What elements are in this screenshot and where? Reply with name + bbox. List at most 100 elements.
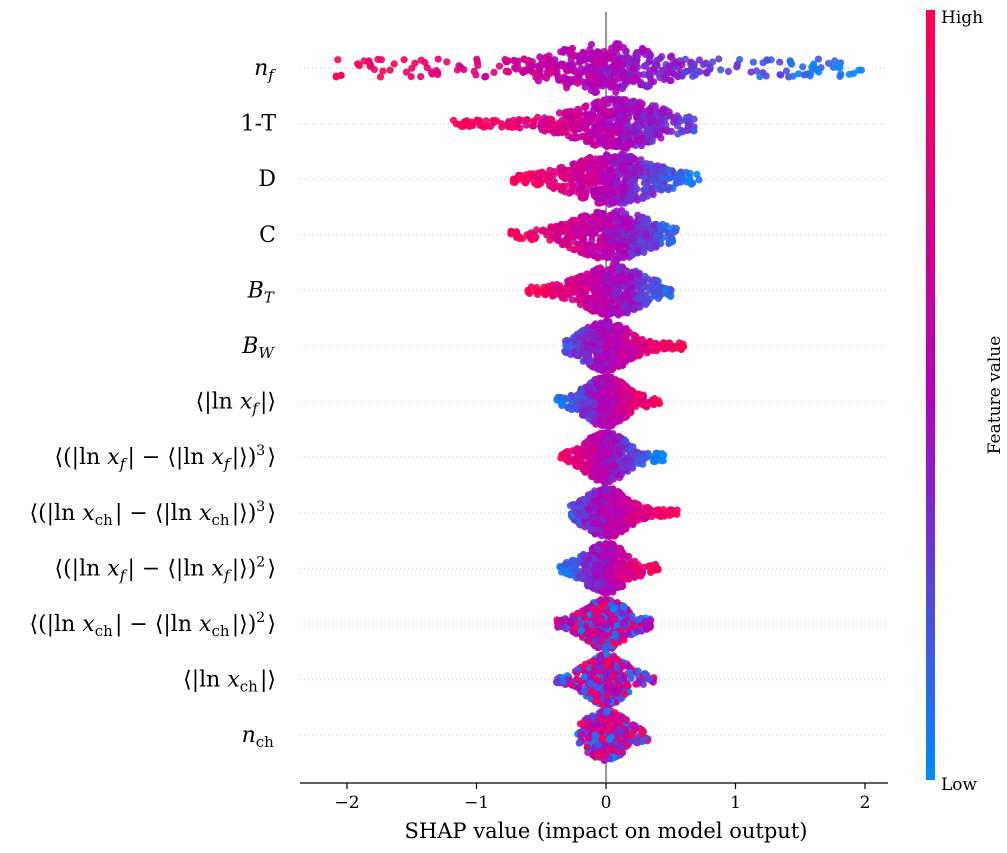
shap-point xyxy=(598,170,607,178)
shap-point xyxy=(547,67,555,75)
shap-point xyxy=(482,72,490,80)
shap-point xyxy=(576,498,584,507)
shap-point xyxy=(615,246,623,254)
shap-point xyxy=(608,44,616,52)
shap-point xyxy=(665,62,674,70)
shap-point xyxy=(568,188,576,196)
shap-point xyxy=(615,407,623,415)
shap-point xyxy=(578,223,586,231)
shap-point xyxy=(646,82,654,90)
shap-point xyxy=(596,155,604,163)
shap-point xyxy=(625,70,633,78)
shap-point xyxy=(682,168,690,176)
swarm-4 xyxy=(507,207,681,264)
shap-point xyxy=(610,241,618,249)
shap-point xyxy=(699,61,707,69)
shap-point xyxy=(580,231,588,239)
shap-point xyxy=(666,507,675,516)
shap-point xyxy=(589,106,598,114)
shap-point xyxy=(570,283,578,291)
shap-point xyxy=(582,250,591,258)
shap-point xyxy=(776,71,784,79)
swarm-10 xyxy=(556,540,662,598)
shap-point xyxy=(534,174,542,182)
shap-point xyxy=(582,123,590,131)
shap-point xyxy=(548,116,556,124)
shap-point xyxy=(612,88,620,96)
shap-point xyxy=(600,163,608,171)
shap-point xyxy=(782,67,791,75)
shap-point xyxy=(520,56,529,64)
shap-point xyxy=(664,183,672,191)
shap-point xyxy=(693,67,701,75)
shap-point xyxy=(617,153,625,161)
shap-point xyxy=(593,380,601,388)
shap-point xyxy=(618,64,626,72)
shap-point xyxy=(540,170,548,178)
shap-point xyxy=(674,73,682,81)
shap-point xyxy=(678,61,686,69)
shap-point xyxy=(649,191,657,199)
shap-point xyxy=(591,490,599,498)
shap-point xyxy=(667,127,676,135)
shap-point xyxy=(613,385,622,394)
shap-point xyxy=(337,71,345,79)
shap-point xyxy=(569,160,577,168)
shap-point xyxy=(678,126,686,134)
shap-point xyxy=(594,195,603,203)
shap-point xyxy=(660,126,668,134)
shap-point xyxy=(788,60,796,68)
shap-point xyxy=(472,71,480,79)
shap-point xyxy=(634,391,643,399)
shap-point xyxy=(609,523,617,532)
shap-point xyxy=(593,526,601,534)
shap-point xyxy=(606,167,614,175)
shap-point xyxy=(613,69,622,77)
shap-point xyxy=(517,171,525,180)
shap-point xyxy=(614,137,623,145)
shap-point xyxy=(596,406,604,414)
shap-point xyxy=(571,113,579,121)
shap-point xyxy=(583,384,592,392)
shap-point xyxy=(643,167,651,175)
shap-point xyxy=(579,407,587,415)
shap-point xyxy=(584,454,592,462)
shap-point xyxy=(604,95,612,103)
shap-point xyxy=(614,266,623,274)
shap-point xyxy=(610,61,618,69)
shap-point xyxy=(551,56,559,64)
shap-point xyxy=(613,56,621,64)
shap-point xyxy=(581,355,589,363)
shap-point xyxy=(407,73,415,81)
swarm-6 xyxy=(561,317,688,375)
shap-point xyxy=(651,60,659,68)
shap-point xyxy=(672,59,680,67)
shap-point xyxy=(562,395,571,403)
shap-point xyxy=(681,55,690,63)
shap-point xyxy=(586,410,595,419)
shap-point xyxy=(633,57,641,65)
shap-point xyxy=(579,344,587,352)
shap-point xyxy=(659,109,667,118)
shap-point xyxy=(636,167,644,175)
shap-point xyxy=(834,63,842,71)
shap-point xyxy=(641,272,649,280)
swarm-1 xyxy=(332,40,866,97)
shap-point xyxy=(591,504,600,512)
shap-point xyxy=(547,126,555,134)
shap-point xyxy=(557,166,565,175)
shap-point xyxy=(607,310,615,318)
shap-point xyxy=(635,352,643,360)
shap-point xyxy=(611,453,619,461)
shap-point xyxy=(592,248,601,256)
shap-point xyxy=(690,127,698,135)
shap-point xyxy=(599,298,607,306)
shap-point xyxy=(376,73,385,81)
shap-point xyxy=(566,174,574,182)
shap-point xyxy=(402,68,410,76)
shap-point xyxy=(629,64,637,73)
shap-point xyxy=(563,336,571,345)
shap-point xyxy=(509,116,517,124)
shap-point xyxy=(677,117,685,125)
